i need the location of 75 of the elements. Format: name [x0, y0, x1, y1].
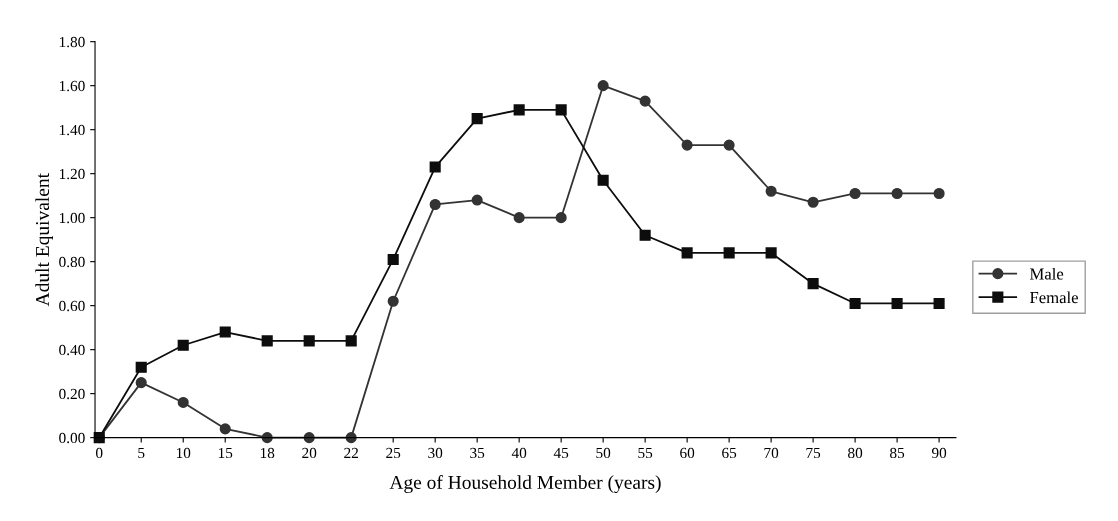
point [807, 278, 819, 290]
x-tick-label: 35 [470, 447, 485, 459]
point [891, 297, 903, 310]
y-tick-label: 0.60 [59, 300, 85, 312]
point [261, 335, 273, 347]
y-tick-label: 1.60 [59, 80, 85, 92]
point [303, 432, 315, 444]
point [807, 196, 819, 208]
x-tick-label: 15 [218, 447, 233, 459]
x-tick-label: 20 [302, 447, 317, 459]
point [849, 187, 861, 200]
point [765, 247, 777, 259]
x-tick-label: 0 [95, 447, 103, 459]
point [471, 113, 483, 125]
x-tick-label: 55 [638, 447, 653, 459]
legend-label: Male [1029, 267, 1064, 280]
x-axis-title: Age of Household Member (years) [389, 475, 661, 493]
point [555, 104, 567, 116]
point [219, 326, 231, 338]
x-tick-label: 30 [428, 447, 443, 459]
y-tick-label: 0.40 [59, 344, 85, 356]
point [891, 187, 903, 200]
x-tick-label: 5 [138, 447, 145, 459]
point [723, 247, 735, 259]
x-tick-label: 80 [848, 447, 863, 459]
point [219, 423, 231, 435]
x-tick-label: 25 [386, 447, 401, 459]
x-tick-label: 90 [931, 447, 947, 459]
x-tick-label: 60 [680, 447, 695, 459]
x-tick-label: 10 [176, 447, 191, 459]
x-tick-label: 85 [890, 447, 905, 459]
y-tick-label: 1.00 [59, 212, 85, 224]
point [765, 185, 777, 197]
x-tick-label: 40 [511, 447, 527, 459]
point [597, 174, 609, 186]
point [513, 212, 525, 224]
y-tick-label: 0.00 [59, 432, 85, 444]
point [177, 396, 189, 408]
x-tick-label: 75 [806, 447, 821, 459]
point [135, 377, 147, 389]
x-tick-label: 18 [260, 447, 275, 459]
point [681, 247, 693, 259]
point [513, 104, 525, 116]
x-tick-label: 70 [764, 447, 779, 459]
y-tick-label: 0.20 [59, 388, 85, 400]
point [429, 198, 441, 211]
point [555, 212, 567, 224]
point [639, 95, 651, 107]
point [303, 335, 315, 347]
y-axis-title: Adult Equivalent [35, 173, 54, 307]
x-tick-label: 22 [344, 447, 358, 458]
point [177, 339, 189, 351]
point [681, 139, 693, 151]
y-tick-label: 1.20 [59, 168, 85, 180]
point [849, 297, 861, 310]
point [933, 187, 945, 200]
point [639, 229, 651, 241]
point [135, 361, 147, 373]
point [723, 139, 735, 151]
point [597, 80, 609, 92]
x-tick-label: 50 [596, 447, 611, 459]
point [261, 432, 273, 444]
y-tick-label: 1.40 [59, 124, 85, 136]
legend-label: Female [1029, 291, 1078, 304]
x-tick-label: 65 [722, 447, 737, 459]
x-tick-label: 45 [553, 447, 569, 459]
point [345, 432, 357, 444]
y-tick-label: 0.80 [59, 256, 85, 268]
point [387, 253, 399, 266]
point [345, 335, 357, 347]
point [933, 297, 945, 310]
y-tick-label: 1.80 [59, 36, 85, 48]
point [429, 161, 441, 173]
point [387, 295, 399, 307]
point [471, 194, 483, 206]
